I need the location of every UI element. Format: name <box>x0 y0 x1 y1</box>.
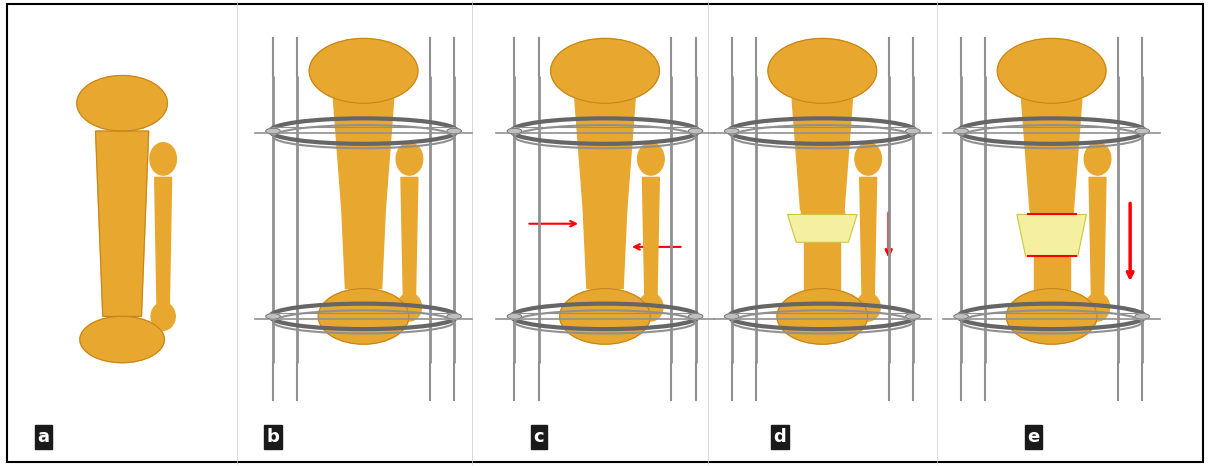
Ellipse shape <box>638 143 664 175</box>
Ellipse shape <box>639 293 663 321</box>
Ellipse shape <box>777 288 868 344</box>
Ellipse shape <box>560 288 650 344</box>
Polygon shape <box>643 178 659 298</box>
Ellipse shape <box>151 302 175 330</box>
Circle shape <box>905 314 920 319</box>
Ellipse shape <box>1084 143 1111 175</box>
Circle shape <box>266 314 281 319</box>
Ellipse shape <box>768 39 876 103</box>
Ellipse shape <box>396 143 422 175</box>
Polygon shape <box>1033 256 1070 288</box>
Circle shape <box>507 128 522 134</box>
Polygon shape <box>1030 210 1073 214</box>
Ellipse shape <box>997 39 1106 103</box>
Text: b: b <box>266 428 280 446</box>
Polygon shape <box>155 178 172 312</box>
Polygon shape <box>801 210 845 214</box>
Circle shape <box>905 128 920 134</box>
Circle shape <box>688 128 703 134</box>
Polygon shape <box>805 242 841 288</box>
Ellipse shape <box>310 39 417 103</box>
Circle shape <box>725 314 739 319</box>
Text: c: c <box>534 428 544 446</box>
Ellipse shape <box>857 293 880 321</box>
Circle shape <box>1135 314 1150 319</box>
Ellipse shape <box>77 75 167 131</box>
Ellipse shape <box>1007 288 1097 344</box>
Polygon shape <box>1021 99 1082 210</box>
Ellipse shape <box>80 316 165 363</box>
Circle shape <box>266 128 281 134</box>
Text: d: d <box>773 428 787 446</box>
Polygon shape <box>401 178 417 298</box>
Circle shape <box>446 128 461 134</box>
Polygon shape <box>575 99 635 210</box>
Polygon shape <box>1089 178 1106 298</box>
Ellipse shape <box>150 143 177 175</box>
Text: a: a <box>38 428 50 446</box>
Polygon shape <box>583 210 627 288</box>
Polygon shape <box>342 210 385 288</box>
Ellipse shape <box>855 143 881 175</box>
Circle shape <box>507 314 522 319</box>
Polygon shape <box>793 99 853 210</box>
Circle shape <box>953 128 968 134</box>
Polygon shape <box>1016 214 1087 256</box>
Ellipse shape <box>551 39 659 103</box>
Circle shape <box>1135 128 1150 134</box>
Polygon shape <box>788 214 857 242</box>
Ellipse shape <box>397 293 421 321</box>
Circle shape <box>688 314 703 319</box>
Ellipse shape <box>1085 293 1110 321</box>
Polygon shape <box>860 178 876 298</box>
Polygon shape <box>334 99 393 210</box>
Ellipse shape <box>318 288 409 344</box>
Circle shape <box>953 314 968 319</box>
Circle shape <box>446 314 461 319</box>
Polygon shape <box>96 131 149 316</box>
Circle shape <box>725 128 739 134</box>
Text: e: e <box>1027 428 1039 446</box>
